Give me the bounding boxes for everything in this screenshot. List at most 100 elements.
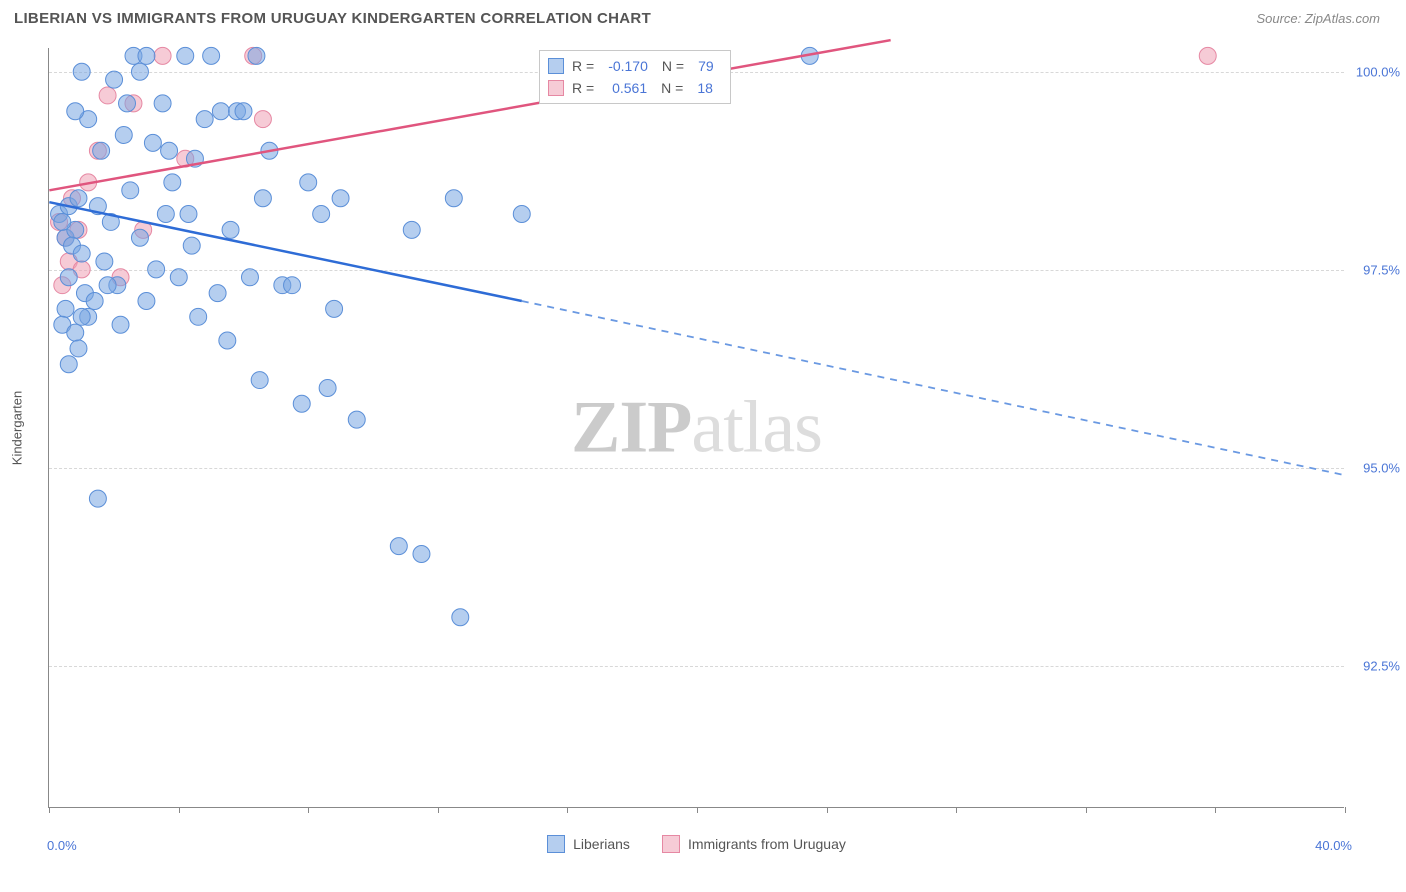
point-a [96,253,113,270]
point-a [54,213,71,230]
point-a [180,206,197,223]
trend-a-dash [522,301,1344,475]
y-tick-label: 92.5% [1350,658,1400,673]
chart-area: Kindergarten 92.5%95.0%97.5%100.0% 0.0% … [48,48,1344,808]
point-a [164,174,181,191]
series-b-name: Immigrants from Uruguay [688,836,846,852]
point-a [332,190,349,207]
point-a [413,546,430,563]
point-a [390,538,407,555]
series-a-r: -0.170 [602,58,654,74]
x-tick [1086,807,1087,813]
point-a [93,142,110,159]
legend-row-a: R = -0.170 N = 79 [548,55,720,77]
x-tick [956,807,957,813]
x-tick [697,807,698,813]
point-a [119,95,136,112]
swatch-b-icon [548,80,564,96]
point-a [138,47,155,64]
y-tick-label: 95.0% [1350,460,1400,475]
point-b [154,47,171,64]
legend-item-a: Liberians [547,835,630,853]
legend-item-b: Immigrants from Uruguay [662,835,846,853]
point-a [319,379,336,396]
point-a [112,316,129,333]
point-a [67,103,84,120]
point-b [99,87,116,104]
point-a [60,269,77,286]
point-a [73,63,90,80]
series-b-n: 18 [691,80,719,96]
x-tick [49,807,50,813]
point-a [212,103,229,120]
point-a [254,190,271,207]
point-a [106,71,123,88]
point-a [219,332,236,349]
point-a [235,103,252,120]
n-label: N = [661,80,683,96]
point-a [86,293,103,310]
point-a [73,245,90,262]
point-a [445,190,462,207]
r-label: R = [572,58,594,74]
x-tick [567,807,568,813]
point-a [222,221,239,238]
point-a [293,395,310,412]
point-a [138,293,155,310]
point-a [196,111,213,128]
point-a [348,411,365,428]
n-label: N = [662,58,684,74]
point-a [161,142,178,159]
point-a [57,300,74,317]
y-tick-label: 100.0% [1350,64,1400,79]
point-a [403,221,420,238]
swatch-a-icon [548,58,564,74]
point-a [284,277,301,294]
point-a [248,47,265,64]
legend-row-b: R = 0.561 N = 18 [548,77,720,99]
point-a [313,206,330,223]
point-b [1199,47,1216,64]
chart-title: LIBERIAN VS IMMIGRANTS FROM URUGUAY KIND… [14,10,651,27]
point-a [67,324,84,341]
point-a [326,300,343,317]
point-a [73,308,90,325]
point-a [209,285,226,302]
point-a [157,206,174,223]
series-b-r: 0.561 [602,80,653,96]
point-a [70,190,87,207]
point-a [89,490,106,507]
x-tick [308,807,309,813]
point-a [190,308,207,325]
correlation-legend: R = -0.170 N = 79 R = 0.561 N = 18 [539,50,731,104]
x-tick [1345,807,1346,813]
point-a [122,182,139,199]
point-a [241,269,258,286]
swatch-b-icon [662,835,680,853]
series-a-name: Liberians [573,836,630,852]
x-tick [438,807,439,813]
point-a [144,134,161,151]
point-a [115,126,132,143]
trend-b [49,40,890,190]
point-a [70,340,87,357]
point-a [452,609,469,626]
x-tick [827,807,828,813]
series-a-n: 79 [692,58,720,74]
point-a [170,269,187,286]
point-a [183,237,200,254]
point-a [148,261,165,278]
point-a [513,206,530,223]
r-label: R = [572,80,594,96]
y-axis-title: Kindergarten [10,390,25,464]
point-a [99,277,116,294]
point-a [300,174,317,191]
source-label: Source: ZipAtlas.com [1256,11,1380,26]
x-tick [1215,807,1216,813]
point-a [177,47,194,64]
point-a [131,63,148,80]
point-a [154,95,171,112]
point-a [60,356,77,373]
point-b [254,111,271,128]
x-tick [179,807,180,813]
